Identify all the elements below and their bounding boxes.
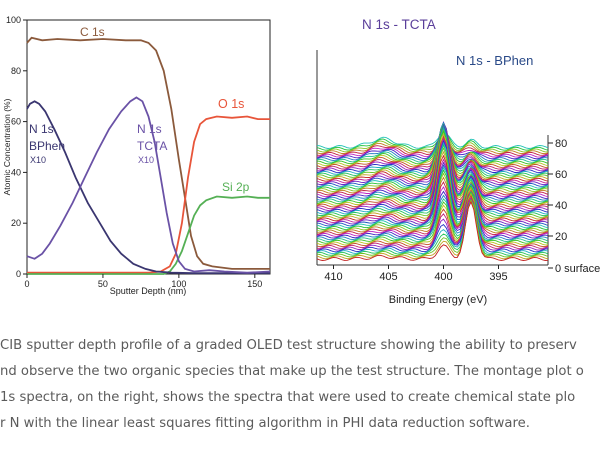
y-tick-label: 20 [11, 218, 21, 228]
spectrum-line [317, 196, 549, 249]
spectrum-line [316, 128, 549, 167]
spectrum-line [316, 161, 549, 225]
spectrum-line [316, 132, 549, 163]
spectrum-line [316, 132, 549, 149]
spectra-layer [316, 121, 549, 261]
spectrum-line [316, 198, 549, 255]
spectrum-line [316, 132, 549, 151]
series-line-1 [27, 115, 270, 274]
right-tick-label: 60 [555, 169, 567, 181]
depth-profile-chart: 0 50 100 150 0 20 40 60 80 100 Atomic Concentrati… [2, 15, 271, 296]
spectrum-line [316, 164, 549, 227]
spectrum-line [316, 130, 549, 165]
spectrum-line [316, 200, 549, 261]
right-tick-label: 20 [555, 231, 567, 243]
spectrum-line [316, 190, 549, 239]
spectrum-line [316, 124, 549, 180]
spectrum-line [316, 191, 549, 244]
spectrum-line [316, 126, 549, 168]
right-tick-label: 40 [555, 200, 567, 212]
spectrum-line [316, 140, 549, 213]
figure-caption: CIB sputter depth profile of a graded OL… [0, 333, 600, 437]
series-line-0 [26, 36, 270, 270]
x-tick-label: 395 [489, 271, 507, 283]
spectrum-line [316, 158, 549, 224]
x-axis-label: Sputter Depth (nm) [110, 286, 187, 296]
caption-line: CIB sputter depth profile of a graded OL… [0, 338, 577, 353]
spectrum-line [316, 169, 549, 230]
spectrum-line [316, 194, 549, 248]
spectrum-line [316, 138, 549, 211]
spectrum-line [316, 137, 549, 210]
spectrum-line [316, 190, 549, 242]
annotation-si2p: Si 2p [222, 180, 250, 194]
spectrum-line [316, 133, 549, 153]
x-axis-label: Binding Energy (eV) [389, 294, 487, 306]
spectrum-line [316, 198, 549, 253]
spectrum-line [316, 122, 549, 182]
spectrum-line [316, 198, 549, 256]
series-line-2 [27, 195, 270, 275]
annotation-bphen-2: BPhen [29, 139, 65, 153]
annotation-tcta-1: N 1s [137, 122, 162, 136]
annotation-bphen-1: N 1s [29, 122, 54, 136]
spectrum-line [316, 199, 549, 260]
caption-line: nd observe the two organic species that … [0, 364, 584, 379]
x-tick-label: 50 [98, 279, 108, 289]
series-line-4 [26, 96, 271, 274]
right-tick-label: 0 surface [555, 263, 600, 275]
spectrum-line [316, 124, 549, 196]
spectrum-line [316, 133, 549, 162]
spectrum-line [316, 125, 549, 179]
axis-ticks: 410 405 400 395 80 60 40 20 0 surface [324, 138, 600, 283]
y-tick-label: 40 [11, 167, 21, 177]
y-tick-label: 60 [11, 117, 21, 127]
annotation-o1s: O 1s [218, 97, 244, 111]
spectrum-line [316, 166, 549, 229]
spectrum-line [316, 198, 549, 258]
series-line-3 [26, 100, 270, 275]
right-tick-label: 80 [555, 138, 567, 150]
annotation-c1s: C 1s [80, 25, 105, 39]
x-tick-label: 400 [434, 271, 452, 283]
x-tick-label: 405 [379, 271, 397, 283]
caption-line: r N with the linear least squares fittin… [0, 416, 530, 431]
axis-ticks: 0 50 100 150 0 20 40 60 80 100 [6, 15, 262, 289]
y-tick-label: 100 [6, 15, 21, 25]
x-tick-label: 100 [171, 279, 186, 289]
annotation-bphen: N 1s - BPhen [456, 53, 533, 68]
spectrum-line [316, 190, 549, 241]
spectrum-line [316, 124, 549, 198]
spectrum-line [316, 134, 549, 155]
y-tick-label: 80 [11, 66, 21, 76]
annotation-bphen-3: X10 [30, 155, 46, 165]
caption-line: 1s spectra, on the right, shows the spec… [0, 390, 576, 405]
spectrum-line [316, 124, 549, 194]
x-tick-label: 150 [247, 279, 262, 289]
x-tick-label: 410 [324, 271, 342, 283]
annotation-tcta: N 1s - TCTA [362, 17, 436, 32]
y-axis-label: Atomic Concentration (%) [2, 98, 12, 195]
n1s-montage-chart: 410 405 400 395 80 60 40 20 0 surface Binding En… [316, 17, 600, 306]
spectrum-line [316, 192, 549, 246]
series-layer [26, 36, 271, 275]
x-tick-label: 0 [24, 279, 29, 289]
annotation-tcta-3: X10 [138, 155, 154, 165]
spectrum-line [316, 197, 549, 251]
annotation-tcta-2: TCTA [137, 139, 167, 153]
y-tick-label: 0 [16, 269, 21, 279]
charts-area: 0 50 100 150 0 20 40 60 80 100 Atomic Concentrati… [2, 15, 600, 306]
